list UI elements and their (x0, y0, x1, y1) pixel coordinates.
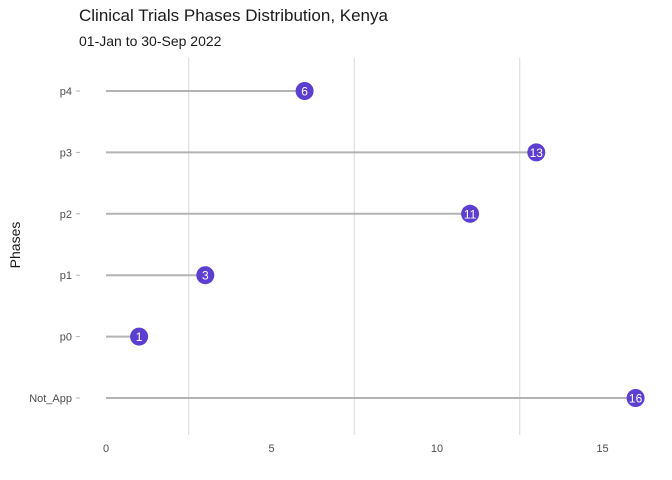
y-tick-label: p0 (60, 332, 72, 344)
data-label: 13 (530, 146, 544, 160)
lollipop-point (196, 266, 215, 285)
lollipop-point (295, 82, 314, 100)
data-marks: 6 13 11 3 1 16 (106, 82, 645, 407)
lollipop-point (626, 389, 645, 407)
grid-lines (188, 58, 521, 435)
x-tick-label: 15 (596, 443, 608, 455)
y-tick-labels: p4 p3 p2 p1 p0 Not_App (29, 86, 80, 405)
y-tick-label: p4 (60, 86, 72, 98)
y-tick-label: p2 (60, 209, 72, 221)
x-tick-label: 5 (268, 443, 274, 455)
data-label: 16 (629, 392, 643, 406)
y-tick-label: p3 (60, 147, 72, 159)
chart-title: Clinical Trials Phases Distribution, Ken… (79, 6, 388, 25)
x-tick-label: 10 (431, 443, 443, 455)
chart-subtitle: 01-Jan to 30-Sep 2022 (79, 33, 222, 49)
x-tick-labels: 0 5 10 15 (103, 443, 609, 455)
data-label: 1 (136, 330, 143, 344)
data-label: 3 (202, 269, 209, 283)
y-tick-label: Not_App (29, 393, 72, 405)
y-tick-label: p1 (60, 270, 72, 282)
lollipop-point (461, 204, 480, 223)
data-label: 6 (301, 85, 308, 99)
data-label: 11 (464, 207, 477, 221)
lollipop-point (527, 143, 546, 162)
y-axis-title: Phases (7, 222, 23, 269)
lollipop-point (130, 327, 149, 346)
x-tick-label: 0 (103, 443, 109, 455)
